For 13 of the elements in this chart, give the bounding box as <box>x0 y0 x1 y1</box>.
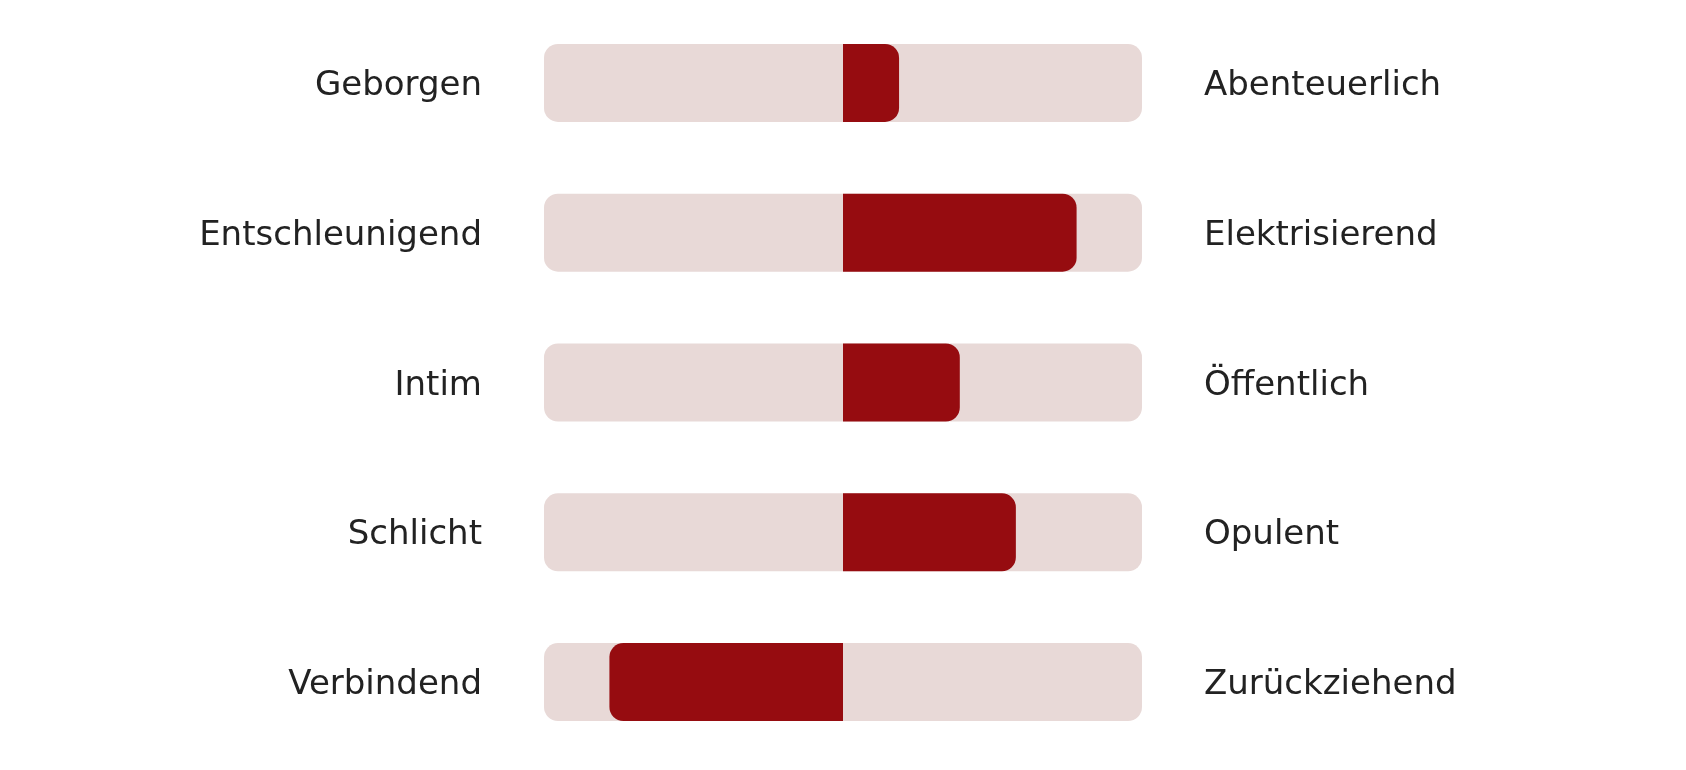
bar <box>843 493 1016 572</box>
y2-tick-label: Elektrisierend <box>1204 212 1438 253</box>
y-tick-label: Schlicht <box>347 512 482 553</box>
y-tick-label: Geborgen <box>314 62 482 103</box>
y-tick-label: Verbindend <box>288 662 482 703</box>
y2-tick-label: Zurückziehend <box>1204 662 1457 703</box>
bar <box>843 43 900 122</box>
y2-tick-label: Öffentlich <box>1204 362 1370 403</box>
y2-tick-label: Abenteuerlich <box>1204 62 1442 103</box>
y2-tick-label: Opulent <box>1204 512 1340 553</box>
y-tick-label: Intim <box>394 362 482 403</box>
bar <box>843 343 960 422</box>
y-tick-label: Entschleunigend <box>199 212 482 253</box>
